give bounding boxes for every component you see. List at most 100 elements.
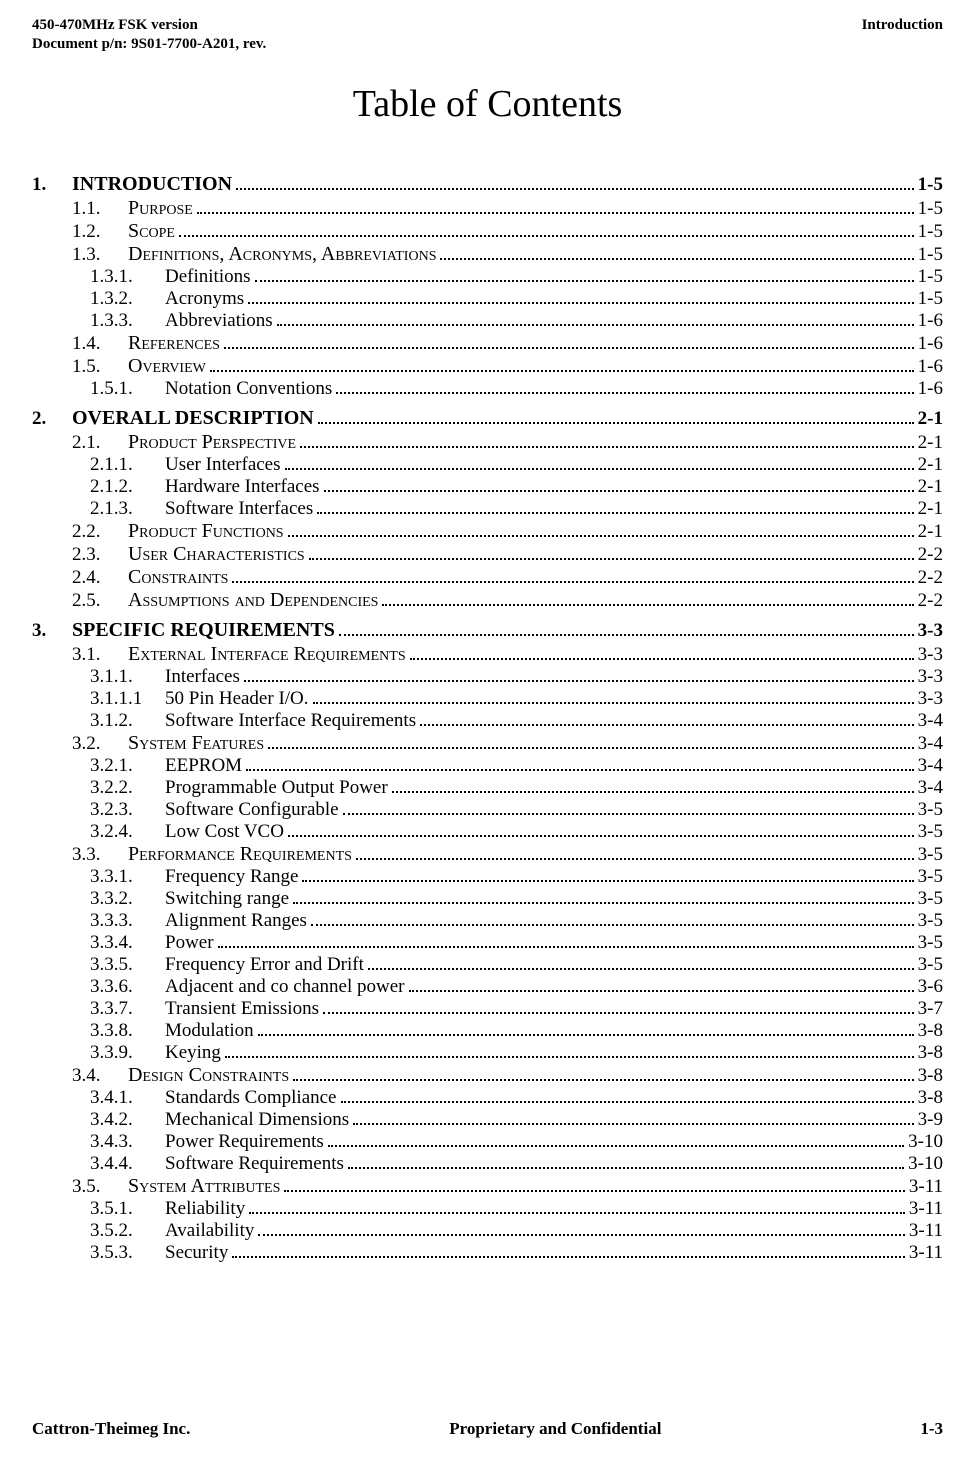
- toc-row: 2.1.2.Hardware Interfaces 2-1: [32, 477, 943, 496]
- toc-number: 2.1.1.: [90, 455, 165, 474]
- toc-leader-dots: [236, 177, 914, 189]
- toc-text: Alignment Ranges: [165, 910, 307, 931]
- toc-text: Constraints: [128, 566, 228, 588]
- toc-row: 3.4.1.Standards Compliance 3-8: [32, 1088, 943, 1107]
- toc-number: 3.4.: [72, 1066, 128, 1085]
- toc-text: Software Configurable: [165, 799, 339, 820]
- toc-number: 3.4.4.: [90, 1154, 165, 1173]
- toc-row: 1.5.1.Notation Conventions 1-6: [32, 379, 943, 398]
- toc-page: 3-4: [918, 711, 943, 730]
- toc-leader-dots: [410, 647, 914, 659]
- toc-number: 1.4.: [72, 334, 128, 353]
- toc-text: Transient Emissions: [165, 998, 319, 1019]
- toc-leader-dots: [409, 979, 914, 991]
- toc-number: 3.3.3.: [90, 911, 165, 930]
- toc-number: 3.3.9.: [90, 1043, 165, 1062]
- toc-row: 2.2.Product Functions 2-1: [32, 521, 943, 541]
- toc-row: 2.1.3.Software Interfaces 2-1: [32, 499, 943, 518]
- toc-page: 2-2: [918, 568, 943, 587]
- toc-row: 2.4.Constraints 2-2: [32, 567, 943, 587]
- toc-row: 1.2.Scope 1-5: [32, 221, 943, 241]
- toc-page: 1-6: [918, 379, 943, 398]
- toc-page: 3-10: [908, 1132, 943, 1151]
- toc-label: 1.3.3.Abbreviations: [32, 311, 273, 330]
- toc-leader-dots: [311, 913, 914, 925]
- toc-text: SPECIFIC REQUIREMENTS: [72, 619, 335, 641]
- toc-label: 3.5.1.Reliability: [32, 1199, 245, 1218]
- toc-page: 3-8: [918, 1043, 943, 1062]
- toc-text: Mechanical Dimensions: [165, 1109, 349, 1130]
- toc-row: 2.1.Product Perspective 2-1: [32, 432, 943, 452]
- toc-page: 3-4: [918, 734, 943, 753]
- toc-leader-dots: [343, 802, 914, 814]
- toc-leader-dots: [313, 691, 914, 703]
- toc-page: 1-5: [918, 245, 943, 264]
- toc-leader-dots: [288, 824, 914, 836]
- toc-row: 3.4.4.Software Requirements 3-10: [32, 1154, 943, 1173]
- toc-label: 1.3.Definitions, Acronyms, Abbreviations: [32, 244, 436, 264]
- toc-text: Product Perspective: [128, 431, 296, 453]
- toc-label: 3.4.2.Mechanical Dimensions: [32, 1110, 349, 1129]
- toc-leader-dots: [302, 869, 913, 881]
- toc-leader-dots: [420, 713, 914, 725]
- toc-number: 2.5.: [72, 591, 128, 610]
- toc-leader-dots: [179, 224, 914, 236]
- toc-text: Frequency Error and Drift: [165, 954, 364, 975]
- toc-text: Definitions, Acronyms, Abbreviations: [128, 243, 436, 265]
- toc-label: 3.1.1.Interfaces: [32, 667, 240, 686]
- toc-page: 3-6: [918, 977, 943, 996]
- toc-page: 2-1: [918, 477, 943, 496]
- toc-leader-dots: [293, 891, 914, 903]
- toc-row: 1.3.2.Acronyms 1-5: [32, 289, 943, 308]
- toc-leader-dots: [258, 1223, 905, 1235]
- toc-page: 3-3: [918, 667, 943, 686]
- toc-text: Programmable Output Power: [165, 777, 388, 798]
- toc-row: 1.3.Definitions, Acronyms, Abbreviations…: [32, 244, 943, 264]
- toc-row: 2.1.1.User Interfaces 2-1: [32, 455, 943, 474]
- toc-number: 1.3.: [72, 245, 128, 264]
- toc-page: 3-4: [918, 778, 943, 797]
- toc-label: 3.3.1.Frequency Range: [32, 867, 298, 886]
- toc-page: 3-11: [909, 1199, 943, 1218]
- toc-page: 2-1: [918, 499, 943, 518]
- table-of-contents: 1.INTRODUCTION 1-51.1.Purpose 1-51.2.Sco…: [32, 174, 943, 1262]
- toc-page: 3-5: [918, 800, 943, 819]
- toc-text: EEPROM: [165, 755, 242, 776]
- toc-text: Switching range: [165, 888, 289, 909]
- toc-page: 3-5: [918, 867, 943, 886]
- toc-row: 2.OVERALL DESCRIPTION 2-1: [32, 408, 943, 428]
- toc-row: 3.3.4.Power 3-5: [32, 933, 943, 952]
- toc-number: 3.4.1.: [90, 1088, 165, 1107]
- toc-leader-dots: [249, 1201, 905, 1213]
- toc-row: 3.3.2.Switching range 3-5: [32, 889, 943, 908]
- toc-row: 3.1.External Interface Requirements 3-3: [32, 644, 943, 664]
- toc-page: 3-4: [918, 756, 943, 775]
- toc-number: 3.3.7.: [90, 999, 165, 1018]
- toc-leader-dots: [339, 623, 914, 635]
- toc-text: User Characteristics: [128, 543, 305, 565]
- toc-label: 2.2.Product Functions: [32, 521, 284, 541]
- toc-number: 3.2.1.: [90, 756, 165, 775]
- toc-leader-dots: [285, 457, 914, 469]
- toc-text: Design Constraints: [128, 1064, 289, 1086]
- toc-label: 1.2.Scope: [32, 221, 175, 241]
- toc-text: Modulation: [165, 1020, 254, 1041]
- toc-label: 3.2.System Features: [32, 733, 264, 753]
- toc-number: 3.4.2.: [90, 1110, 165, 1129]
- toc-row: 3.3.3.Alignment Ranges 3-5: [32, 911, 943, 930]
- header-left-line2: Document p/n: 9S01-7700-A201, rev.: [32, 35, 266, 54]
- toc-text: Performance Requirements: [128, 843, 352, 865]
- toc-page: 3-3: [918, 689, 943, 708]
- toc-label: 1.INTRODUCTION: [32, 174, 232, 194]
- toc-number: 1.3.3.: [90, 311, 165, 330]
- toc-page: 3-8: [918, 1088, 943, 1107]
- toc-label: 3.4.3.Power Requirements: [32, 1132, 324, 1151]
- toc-page: 3-5: [918, 933, 943, 952]
- toc-row: 3.2.3.Software Configurable 3-5: [32, 800, 943, 819]
- toc-page: 3-11: [909, 1177, 943, 1196]
- toc-text: External Interface Requirements: [128, 643, 406, 665]
- toc-leader-dots: [232, 570, 913, 582]
- toc-row: 3.2.System Features 3-4: [32, 733, 943, 753]
- toc-number: 2.1.3.: [90, 499, 165, 518]
- toc-leader-dots: [317, 501, 913, 513]
